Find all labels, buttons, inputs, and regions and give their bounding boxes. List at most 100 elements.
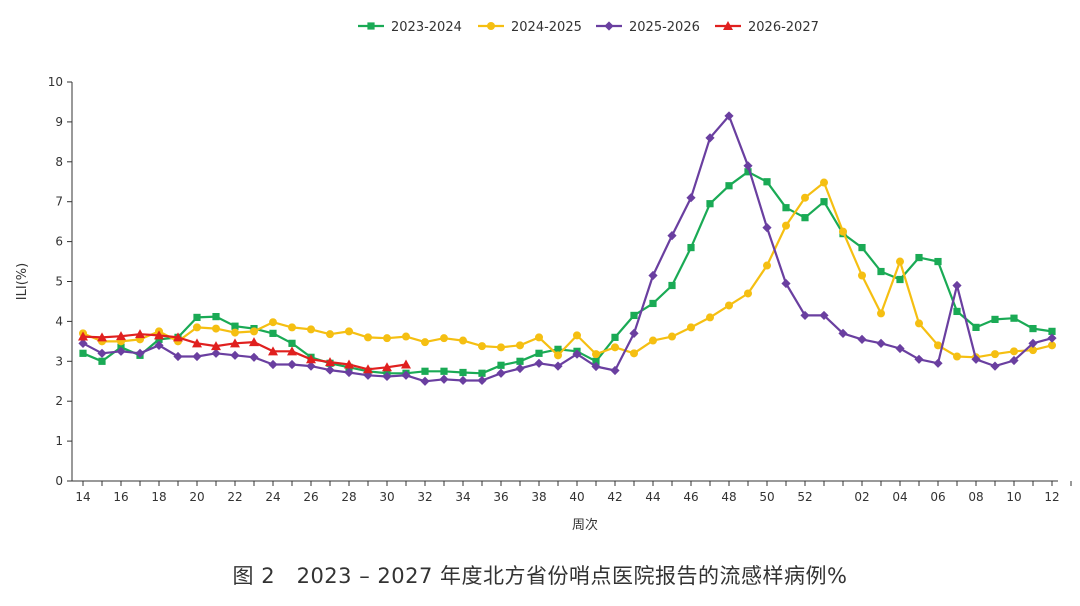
- data-point: [459, 368, 467, 377]
- data-point: [553, 361, 563, 371]
- data-point: [782, 221, 790, 230]
- data-point: [572, 349, 582, 359]
- data-point: [478, 369, 486, 377]
- data-point: [762, 223, 772, 233]
- legend-label: 2023-2024: [391, 20, 462, 35]
- legend[interactable]: 2023-2024 2024-2025 2025-2026 2026-2027: [358, 20, 819, 35]
- data-point: [250, 327, 258, 336]
- data-point: [116, 346, 126, 356]
- legend-item[interactable]: 2024-2025: [478, 20, 582, 35]
- data-point: [725, 182, 733, 190]
- legend-item[interactable]: 2026-2027: [715, 20, 819, 35]
- x-tick-label: 44: [645, 490, 660, 504]
- data-point: [744, 289, 752, 298]
- data-point: [915, 253, 923, 262]
- data-point: [307, 325, 315, 334]
- x-tick-label: 52: [797, 490, 812, 504]
- legend-marker: [604, 21, 614, 31]
- data-point: [1029, 346, 1037, 355]
- data-point: [212, 324, 220, 333]
- data-point: [363, 364, 373, 374]
- data-point: [230, 338, 240, 348]
- data-point: [440, 367, 448, 375]
- y-tick-label: 2: [55, 394, 63, 408]
- data-point: [820, 178, 828, 187]
- y-tick-label: 6: [55, 235, 63, 249]
- x-tick-label: 46: [683, 490, 698, 504]
- data-point: [288, 339, 296, 347]
- x-tick-label: 10: [1006, 490, 1021, 504]
- data-point: [421, 338, 429, 347]
- y-tick-label: 7: [55, 195, 63, 209]
- data-point: [231, 322, 239, 330]
- legend-item[interactable]: 2023-2024: [358, 20, 462, 35]
- data-point: [249, 352, 259, 362]
- data-point: [212, 313, 220, 321]
- x-tick-label: 22: [227, 490, 242, 504]
- data-point: [858, 243, 866, 252]
- data-point: [649, 336, 657, 345]
- legend-item[interactable]: 2025-2026: [596, 20, 700, 35]
- data-point: [287, 359, 297, 370]
- data-point: [743, 161, 753, 171]
- data-point: [724, 111, 734, 121]
- data-point: [630, 349, 638, 358]
- data-point: [706, 313, 714, 322]
- y-tick-label: 0: [55, 474, 63, 488]
- data-point: [914, 354, 924, 364]
- data-point: [135, 329, 145, 339]
- data-point: [497, 343, 505, 352]
- data-point: [915, 319, 923, 328]
- data-point: [934, 341, 942, 350]
- data-point: [820, 198, 828, 206]
- data-point: [629, 328, 639, 338]
- data-point: [421, 367, 429, 375]
- x-tick-label: 30: [379, 490, 394, 504]
- data-point: [782, 204, 790, 212]
- data-point: [705, 133, 715, 143]
- data-point: [1047, 333, 1057, 343]
- data-point: [667, 231, 677, 241]
- data-point: [1029, 324, 1037, 333]
- data-point: [934, 257, 942, 266]
- y-axis-title: ILI(%): [15, 263, 30, 300]
- data-point: [592, 350, 600, 359]
- legend-label: 2025-2026: [629, 20, 700, 35]
- data-point: [554, 351, 562, 360]
- y-tick-label: 4: [55, 314, 63, 328]
- data-point: [78, 338, 88, 348]
- data-point: [306, 354, 316, 364]
- legend-marker: [367, 22, 375, 30]
- data-point: [952, 280, 962, 291]
- x-tick-label: 34: [455, 490, 470, 504]
- data-point: [800, 310, 810, 321]
- data-point: [819, 310, 829, 321]
- data-point: [687, 243, 695, 252]
- data-point: [515, 363, 525, 374]
- data-point: [953, 307, 961, 316]
- data-point: [535, 333, 543, 342]
- data-point: [344, 359, 354, 369]
- x-tick-label: 48: [721, 490, 736, 504]
- y-tick-label: 9: [55, 115, 63, 129]
- data-point: [211, 348, 221, 358]
- data-point: [611, 343, 619, 352]
- data-point: [535, 349, 543, 357]
- data-point: [382, 362, 392, 372]
- data-point: [345, 327, 353, 336]
- x-tick-label: 18: [151, 490, 166, 504]
- data-point: [1028, 338, 1038, 348]
- x-tick-label: 14: [75, 490, 90, 504]
- data-point: [231, 328, 239, 337]
- data-point: [744, 168, 752, 176]
- data-point: [116, 331, 126, 341]
- data-point: [801, 193, 809, 202]
- x-tick-label: 08: [968, 490, 983, 504]
- legend-marker: [487, 22, 495, 30]
- data-point: [458, 375, 468, 386]
- data-point: [192, 351, 202, 362]
- data-point: [269, 318, 277, 327]
- data-point: [516, 341, 524, 350]
- data-point: [383, 334, 391, 343]
